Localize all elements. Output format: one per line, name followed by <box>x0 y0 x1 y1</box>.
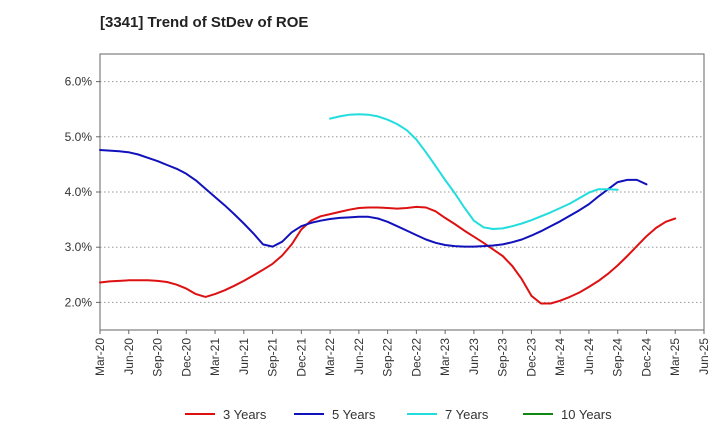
legend-label-10-years: 10 Years <box>561 407 612 422</box>
chart-title: [3341] Trend of StDev of ROE <box>100 14 309 31</box>
x-tick-label: Jun-20 <box>122 338 136 375</box>
x-tick-label: Sep-23 <box>496 338 510 377</box>
x-tick-label: Sep-22 <box>381 338 395 377</box>
x-tick-label: Mar-23 <box>438 338 452 376</box>
x-tick-label: Jun-24 <box>582 338 596 375</box>
x-tick-label: Jun-23 <box>467 338 481 375</box>
legend-label-5-years: 5 Years <box>332 407 376 422</box>
x-tick-label: Dec-21 <box>294 338 308 377</box>
x-tick-label: Sep-21 <box>266 338 280 377</box>
x-tick-label: Mar-24 <box>553 338 567 376</box>
legend-label-7-years: 7 Years <box>445 407 489 422</box>
legend-label-3-years: 3 Years <box>223 407 267 422</box>
series-lines <box>99 113 677 305</box>
x-tick-label: Dec-22 <box>409 338 423 377</box>
x-tick-label: Dec-24 <box>639 338 653 377</box>
x-tick-label: Sep-24 <box>611 338 625 377</box>
x-tick-label: Jun-25 <box>697 338 711 375</box>
grid-lines <box>100 81 704 303</box>
x-tick-label: Dec-23 <box>524 338 538 377</box>
x-tick-label: Mar-22 <box>323 338 337 376</box>
y-tick-label: 5.0% <box>65 130 93 144</box>
y-tick-label: 2.0% <box>65 295 93 309</box>
x-tick-label: Jun-22 <box>352 338 366 375</box>
y-axis: 2.0% 3.0% 4.0% 5.0% 6.0% <box>65 75 100 309</box>
x-axis: Mar-20 Jun-20 Sep-20 Dec-20 Mar-21 Jun-21 Sep-… <box>93 330 711 377</box>
y-tick-label: 4.0% <box>65 185 93 199</box>
series-line-5-years <box>99 149 648 248</box>
series-line-7-years <box>329 113 619 230</box>
x-tick-label: Mar-21 <box>208 338 222 376</box>
x-tick-label: Dec-20 <box>179 338 193 377</box>
x-tick-label: Jun-21 <box>237 338 251 375</box>
y-tick-label: 6.0% <box>65 75 93 89</box>
x-tick-label: Sep-20 <box>151 338 165 377</box>
series-line-3-years <box>99 205 677 305</box>
legend: 3 Years 5 Years 7 Years 10 Years <box>185 407 612 422</box>
x-tick-label: Mar-25 <box>668 338 682 376</box>
x-tick-label: Mar-20 <box>93 338 107 376</box>
y-tick-label: 3.0% <box>65 240 93 254</box>
